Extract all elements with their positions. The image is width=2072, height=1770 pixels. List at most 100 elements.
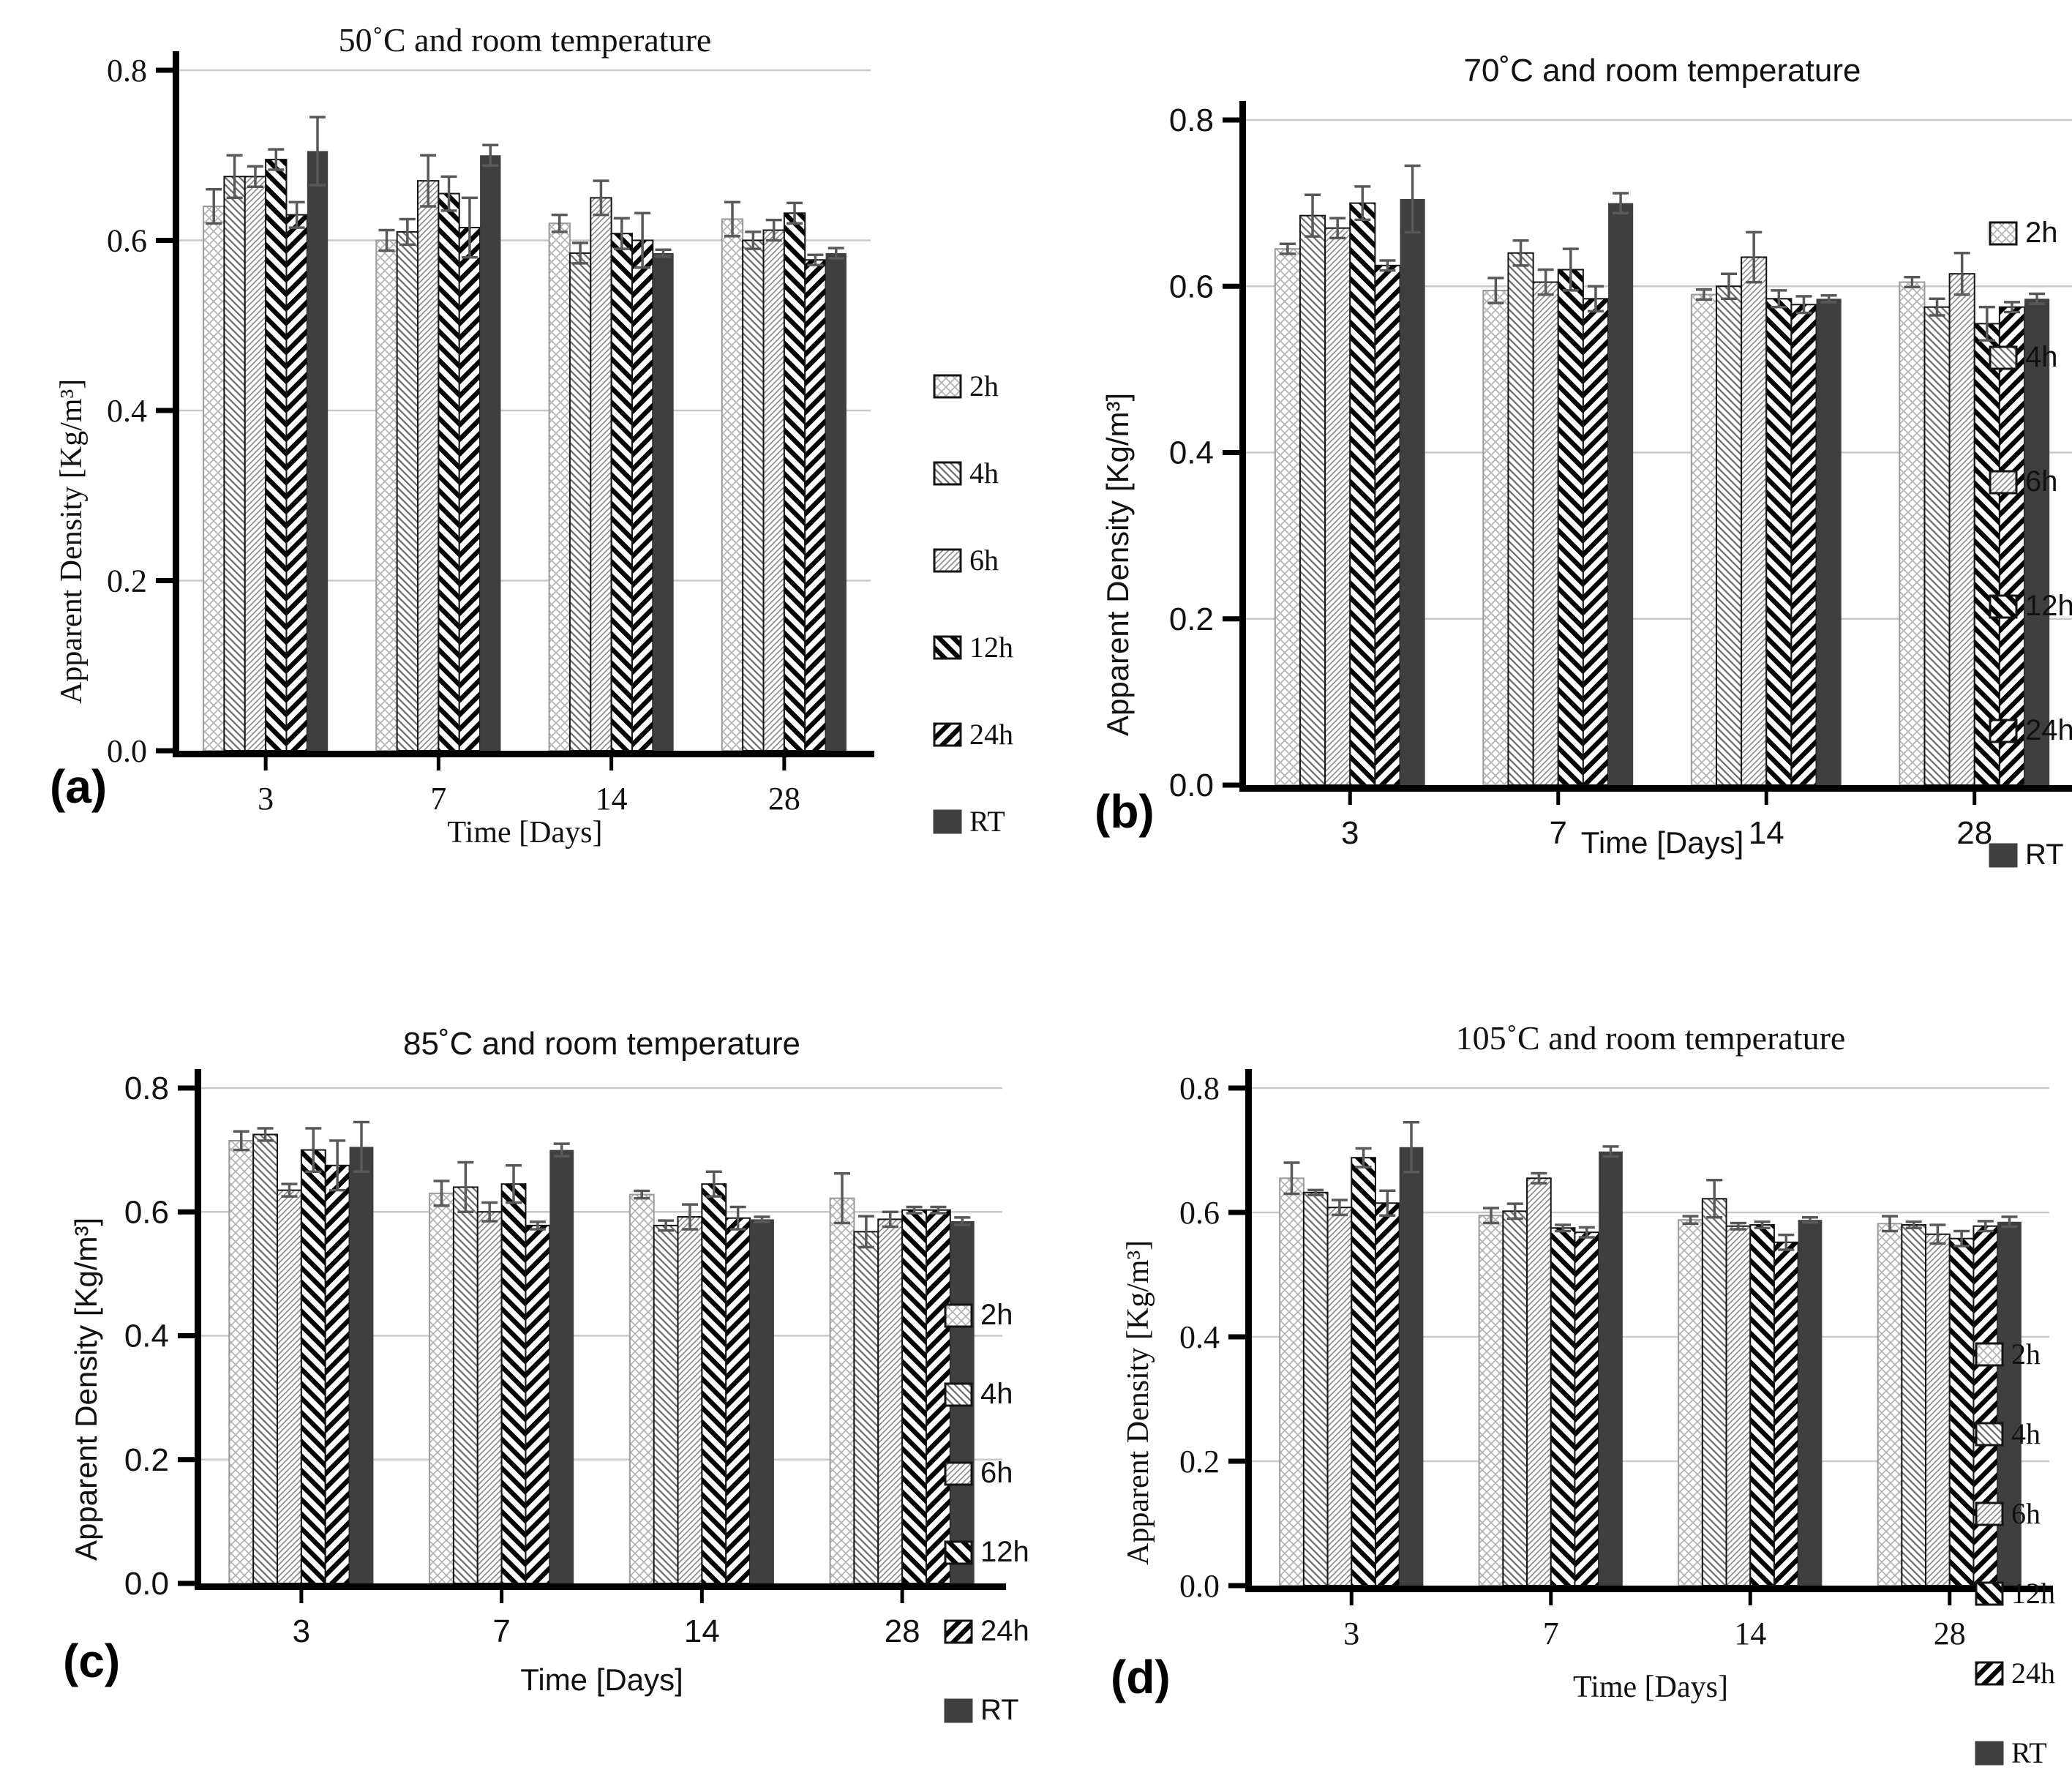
error-bar-6h-day28 — [1953, 252, 1970, 296]
legend-label: 24h — [2025, 714, 2072, 746]
legend-item-2h: 2h — [933, 369, 1013, 403]
error-bar-2h-day7 — [433, 1180, 450, 1207]
x-axis-label: Time [Days] — [520, 1662, 683, 1697]
bar-4h-day3 — [1299, 214, 1326, 786]
error-bar-2h-day14 — [1695, 288, 1712, 301]
y-axis — [195, 1069, 201, 1589]
bar-12h-day3 — [300, 1149, 326, 1584]
error-bar-24h-day28 — [1977, 1220, 1994, 1233]
legend-item-RT: RT — [933, 804, 1013, 839]
error-bar-RT-day7 — [1613, 192, 1629, 215]
y-tick-label: 0.4 — [1179, 1319, 1220, 1355]
x-category-label: 7 — [492, 1613, 510, 1649]
error-bar-12h-day3 — [1354, 185, 1371, 222]
legend-label: 4h — [2011, 1417, 2041, 1450]
legend-swatch-thin-diagonal-down-icon — [1989, 345, 2018, 370]
error-bar-12h-day14 — [1771, 289, 1787, 309]
y-tick-label: 0.0 — [1169, 768, 1214, 803]
legend-label: 24h — [2011, 1657, 2055, 1690]
error-bar-4h-day7 — [399, 217, 416, 247]
panel-letter-a: (a) — [50, 760, 108, 813]
error-bar-12h-day14 — [705, 1170, 722, 1198]
legend-item-24h: 24h — [944, 1615, 1029, 1648]
legend-swatch-diamond-crosshatch-icon — [1975, 1342, 2004, 1366]
error-bar-RT-day3 — [1404, 164, 1421, 234]
bar-RT-day14 — [750, 1219, 774, 1583]
error-bar-24h-day7 — [1578, 1226, 1595, 1239]
error-bar-24h-day14 — [1795, 295, 1812, 315]
legend-swatch-bold-diagonal-up-icon — [944, 1619, 973, 1643]
error-bar-12h-day14 — [1754, 1220, 1771, 1229]
bar-6h-day3 — [277, 1189, 302, 1585]
legend-swatch-diamond-crosshatch-icon — [1989, 221, 2018, 245]
chart-title: 50˚C and room temperature — [338, 21, 712, 59]
y-tick-label: 0.8 — [1179, 1070, 1220, 1106]
x-axis — [1245, 1586, 2053, 1592]
error-bar-6h-day7 — [481, 1201, 498, 1223]
error-bar-RT-day14 — [1802, 1216, 1818, 1224]
legend-label: 2h — [2025, 217, 2058, 249]
bar-24h-day3 — [324, 1164, 350, 1584]
bar-12h-day7 — [1550, 1227, 1576, 1586]
bar-RT-day14 — [1816, 299, 1842, 785]
y-tick-label: 0.4 — [1169, 435, 1214, 471]
bar-6h-day7 — [417, 180, 440, 751]
y-tick-label: 0.2 — [1169, 601, 1214, 637]
legend-label: RT — [2011, 1736, 2047, 1769]
y-tick-label: 0.0 — [107, 733, 147, 769]
y-tick-label: 0.2 — [1179, 1444, 1220, 1480]
error-bar-12h-day7 — [440, 175, 457, 212]
error-bar-24h-day28 — [930, 1205, 947, 1215]
error-bar-2h-day7 — [378, 228, 395, 252]
x-category-label: 14 — [684, 1613, 720, 1649]
y-tick-label: 0.8 — [107, 53, 147, 89]
legend-item-RT: RT — [944, 1694, 1029, 1727]
bar-24h-day28 — [1998, 306, 2026, 786]
error-bar-RT-day3 — [353, 1120, 369, 1173]
legend-item-2h: 2h — [1989, 217, 2072, 250]
bar-4h-day14 — [1701, 1198, 1727, 1586]
legend-label: 12h — [969, 631, 1013, 664]
x-category-label: 28 — [1934, 1616, 1966, 1651]
bar-2h-day28 — [721, 218, 744, 751]
error-bar-6h-day14 — [593, 179, 609, 217]
x-category-label: 14 — [596, 781, 628, 817]
bar-2h-day14 — [1690, 293, 1717, 786]
legend-label: 2h — [980, 1299, 1013, 1331]
bar-12h-day28 — [1973, 323, 2000, 787]
bar-4h-day3 — [223, 176, 246, 751]
x-category-label: 3 — [1343, 1616, 1359, 1651]
bar-12h-day14 — [1765, 298, 1793, 786]
bar-6h-day7 — [1526, 1177, 1552, 1586]
bar-12h-day28 — [901, 1209, 927, 1584]
legend-item-4h: 4h — [944, 1378, 1029, 1411]
x-axis-label: Time [Days] — [447, 816, 603, 850]
error-bar-12h-day28 — [1978, 305, 1995, 342]
bar-4h-day14 — [1715, 285, 1743, 786]
error-bar-6h-day28 — [882, 1210, 898, 1229]
bar-4h-day28 — [1901, 1224, 1927, 1586]
bar-RT-day3 — [307, 151, 329, 751]
error-bar-4h-day3 — [1305, 193, 1321, 238]
bar-12h-day14 — [1749, 1224, 1775, 1586]
error-bar-4h-day7 — [1512, 239, 1529, 267]
legend-swatch-bold-diagonal-down-icon — [933, 635, 962, 659]
x-axis-label: Time [Days] — [1580, 825, 1744, 860]
error-bar-4h-day7 — [1506, 1202, 1523, 1220]
legend-swatch-thin-diagonal-down-icon — [944, 1382, 973, 1406]
legend-swatch-thin-diagonal-up-icon — [1989, 470, 2018, 494]
bar-6h-day3 — [1326, 1207, 1353, 1586]
bar-24h-day14 — [725, 1217, 751, 1584]
error-bar-12h-day28 — [906, 1205, 923, 1215]
y-tick-label: 0.6 — [1169, 269, 1214, 304]
legend-swatch-bold-diagonal-up-icon — [1975, 1661, 2004, 1685]
bar-2h-day3 — [1279, 1177, 1305, 1586]
error-bar-12h-day7 — [1562, 247, 1579, 292]
error-bar-4h-day14 — [572, 241, 589, 265]
bar-RT-day3 — [1399, 1147, 1424, 1586]
panel-c: 0.0 0.2 0.4 0.6 0.8 3 7 14 28 85˚C and room temp… — [29, 869, 1065, 1727]
bar-4h-day28 — [742, 239, 765, 751]
bar-2h-day14 — [628, 1193, 655, 1584]
error-bar-4h-day3 — [1307, 1188, 1324, 1196]
legend-b: 2h 4h 6h 12h 24h RT — [1989, 217, 2072, 871]
